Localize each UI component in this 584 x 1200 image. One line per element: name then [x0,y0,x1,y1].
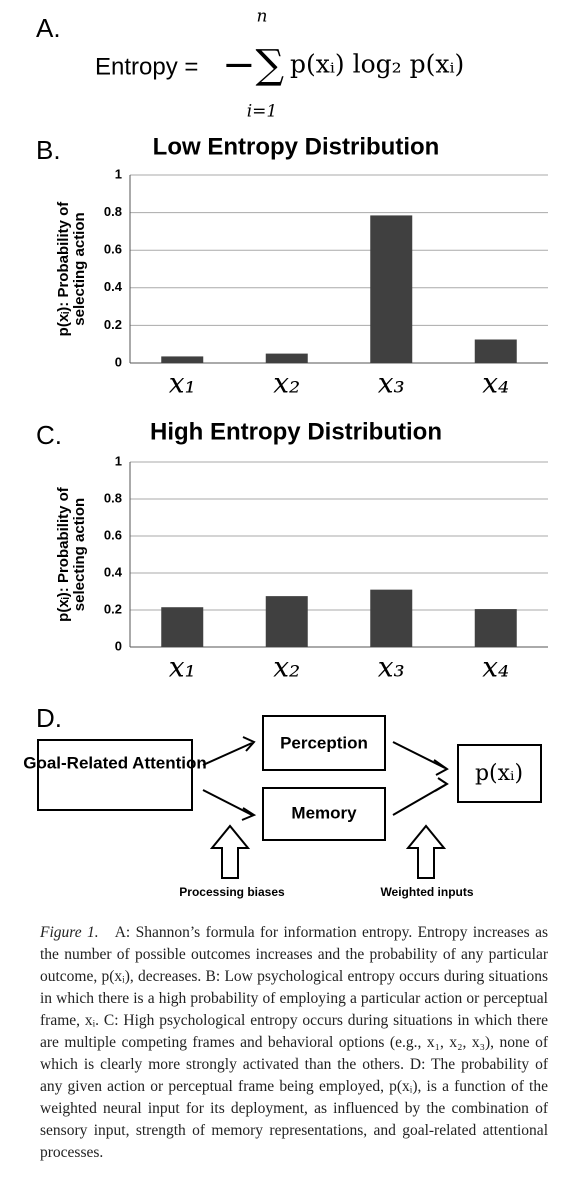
annotation: Weighted inputs [380,885,473,899]
y-tick-label: 0.8 [104,204,122,219]
x-tick-label: x₃ [378,651,405,684]
x-tick-label: x₁ [169,651,196,684]
panel-label: B. [36,135,61,165]
formula-term: p(xᵢ) log₂ p(xᵢ) [290,50,464,79]
figure: A. Entropy = −∑ n i=1 p(xᵢ) log₂ p(xᵢ) D… [23,7,548,899]
y-tick-label: 0.4 [104,279,123,294]
y-tick-label: 0.2 [104,317,122,332]
y-tick-label: 0.2 [104,601,122,616]
node-label: Memory [291,803,357,822]
annotation: Processing biases [179,885,285,899]
node-box [457,744,542,803]
panel-label: C. [36,420,62,450]
y-tick-label: 0.6 [104,242,122,257]
y-tick-label: 0.6 [104,527,122,542]
panel-label: A. [36,13,61,43]
x-tick-label: x₄ [482,651,509,684]
x-tick-label: x₂ [273,651,300,684]
bar [370,215,413,363]
hollow-arrow [405,824,447,879]
formula-lhs: Entropy = [95,53,198,80]
y-tick-label: 0.8 [104,490,122,505]
y-tick-label: 1 [115,166,122,181]
arrowhead [241,736,449,821]
x-tick-label: x₁ [169,367,196,400]
bar [474,609,517,647]
formula-upper: n [257,7,268,27]
y-axis-label: p(xᵢ): Probability of [55,486,72,622]
y-axis-label: selecting action [71,212,88,325]
y-axis-label: selecting action [71,498,88,611]
y-tick-label: 0.4 [104,564,123,579]
caption: Figure 1. A: Shannon’s formula for infor… [40,922,548,1164]
x-tick-label: x₂ [273,367,300,400]
y-tick-label: 0 [115,354,122,369]
formula-lower: i=1 [247,102,278,122]
node-box [262,787,386,841]
y-tick-label: 1 [115,453,122,468]
hollow-arrow [209,824,251,879]
x-tick-label: x₃ [378,367,405,400]
bar [265,353,308,363]
chart-title: High Entropy Distribution [150,418,442,445]
bar [161,607,204,647]
node-box [37,739,193,811]
node-label: Perception [280,733,368,752]
x-tick-label: x₄ [482,367,509,400]
arrow [202,741,446,816]
formula-operator: −∑ [222,42,285,88]
node-label: Goal-Related Attention [23,753,207,772]
y-axis-label: p(xᵢ): Probability of [55,201,72,337]
node-label: p(xᵢ) [475,761,523,786]
diagram-shapes [37,715,542,879]
bar [161,356,204,363]
caption-text: A: Shannon’s formula for information ent… [40,924,548,1161]
panel-label: D. [36,703,62,733]
chart-title: Low Entropy Distribution [153,133,440,160]
caption-label: Figure 1. [40,924,99,941]
bar [370,589,413,647]
node-box [262,715,386,771]
bar [265,596,308,647]
bar [474,339,517,363]
y-tick-label: 0 [115,638,122,653]
